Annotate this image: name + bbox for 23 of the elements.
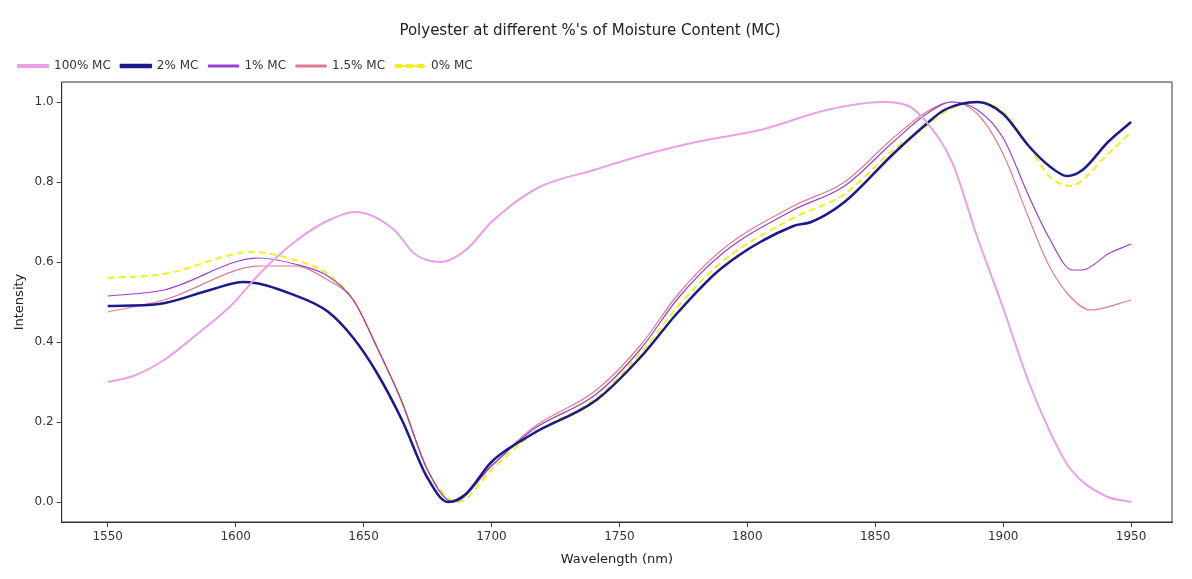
chart-title: Polyester at different %'s of Moisture Content (MC) — [399, 20, 781, 39]
y-tick-label: 0.6 — [34, 254, 54, 269]
x-tick-label: 1850 — [859, 529, 891, 544]
x-tick-label: 1900 — [987, 529, 1019, 544]
y-tick-label: 0.4 — [34, 334, 54, 349]
legend-label: 1.5% MC — [332, 58, 386, 73]
x-axis-title: Wavelength (nm) — [560, 550, 673, 566]
x-tick-label: 1750 — [604, 529, 635, 544]
x-tick-label: 1700 — [476, 529, 507, 544]
x-tick-label: 1650 — [348, 529, 379, 544]
y-tick-label: 1.0 — [34, 94, 54, 109]
x-tick-label: 1950 — [1115, 529, 1147, 544]
y-tick-label: 0.8 — [34, 174, 54, 189]
x-tick-label: 1600 — [220, 529, 251, 544]
legend-label: 2% MC — [156, 58, 199, 73]
legend-label: 0% MC — [431, 58, 473, 73]
legend-label: 1% MC — [244, 58, 287, 73]
y-tick-label: 0.2 — [34, 414, 54, 429]
x-tick-label: 1550 — [92, 529, 124, 544]
x-tick-label: 1800 — [732, 529, 763, 544]
y-tick-label: 0.0 — [34, 494, 54, 509]
legend-label: 100% MC — [54, 58, 111, 73]
y-axis-title: Intensity — [11, 273, 27, 331]
